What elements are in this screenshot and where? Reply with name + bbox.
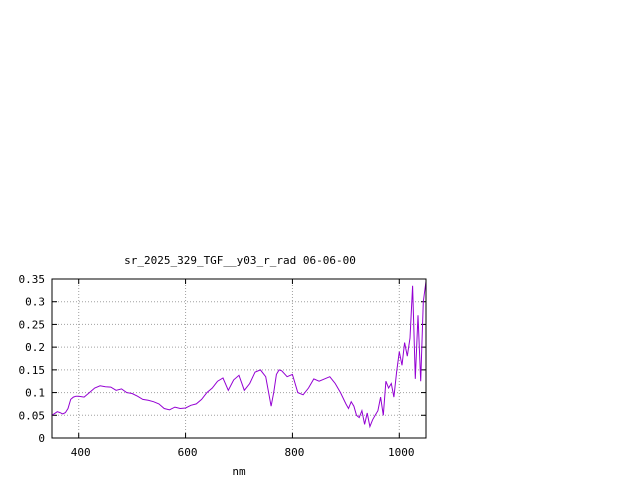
y-tick-label: 0.35 [19,273,46,286]
y-tick-label: 0.05 [19,409,46,422]
x-tick-label: 1000 [388,446,415,459]
series-line [51,281,427,429]
plot-frame [51,278,427,439]
grid-lines [52,279,426,438]
y-tick-label: 0.2 [25,341,45,354]
x-tick-label: 600 [178,446,198,459]
y-tick-label: 0.3 [25,296,45,309]
x-axis-label: nm [232,465,246,478]
y-tick-label: 0 [38,432,45,445]
x-tick-label: 400 [71,446,91,459]
y-tick-label: 0.15 [19,364,46,377]
x-axis-ticks: 400 600 800 1000 [71,279,415,459]
x-tick-label: 800 [284,446,304,459]
y-tick-label: 0.1 [25,387,45,400]
chart-title: sr_2025_329_TGF__y03_r_rad 06-06-00 [124,254,356,267]
y-tick-label: 0.25 [19,318,46,331]
y-axis-ticks: 0 0.05 0.1 0.15 0.2 0.25 0.3 0.35 [19,273,426,445]
